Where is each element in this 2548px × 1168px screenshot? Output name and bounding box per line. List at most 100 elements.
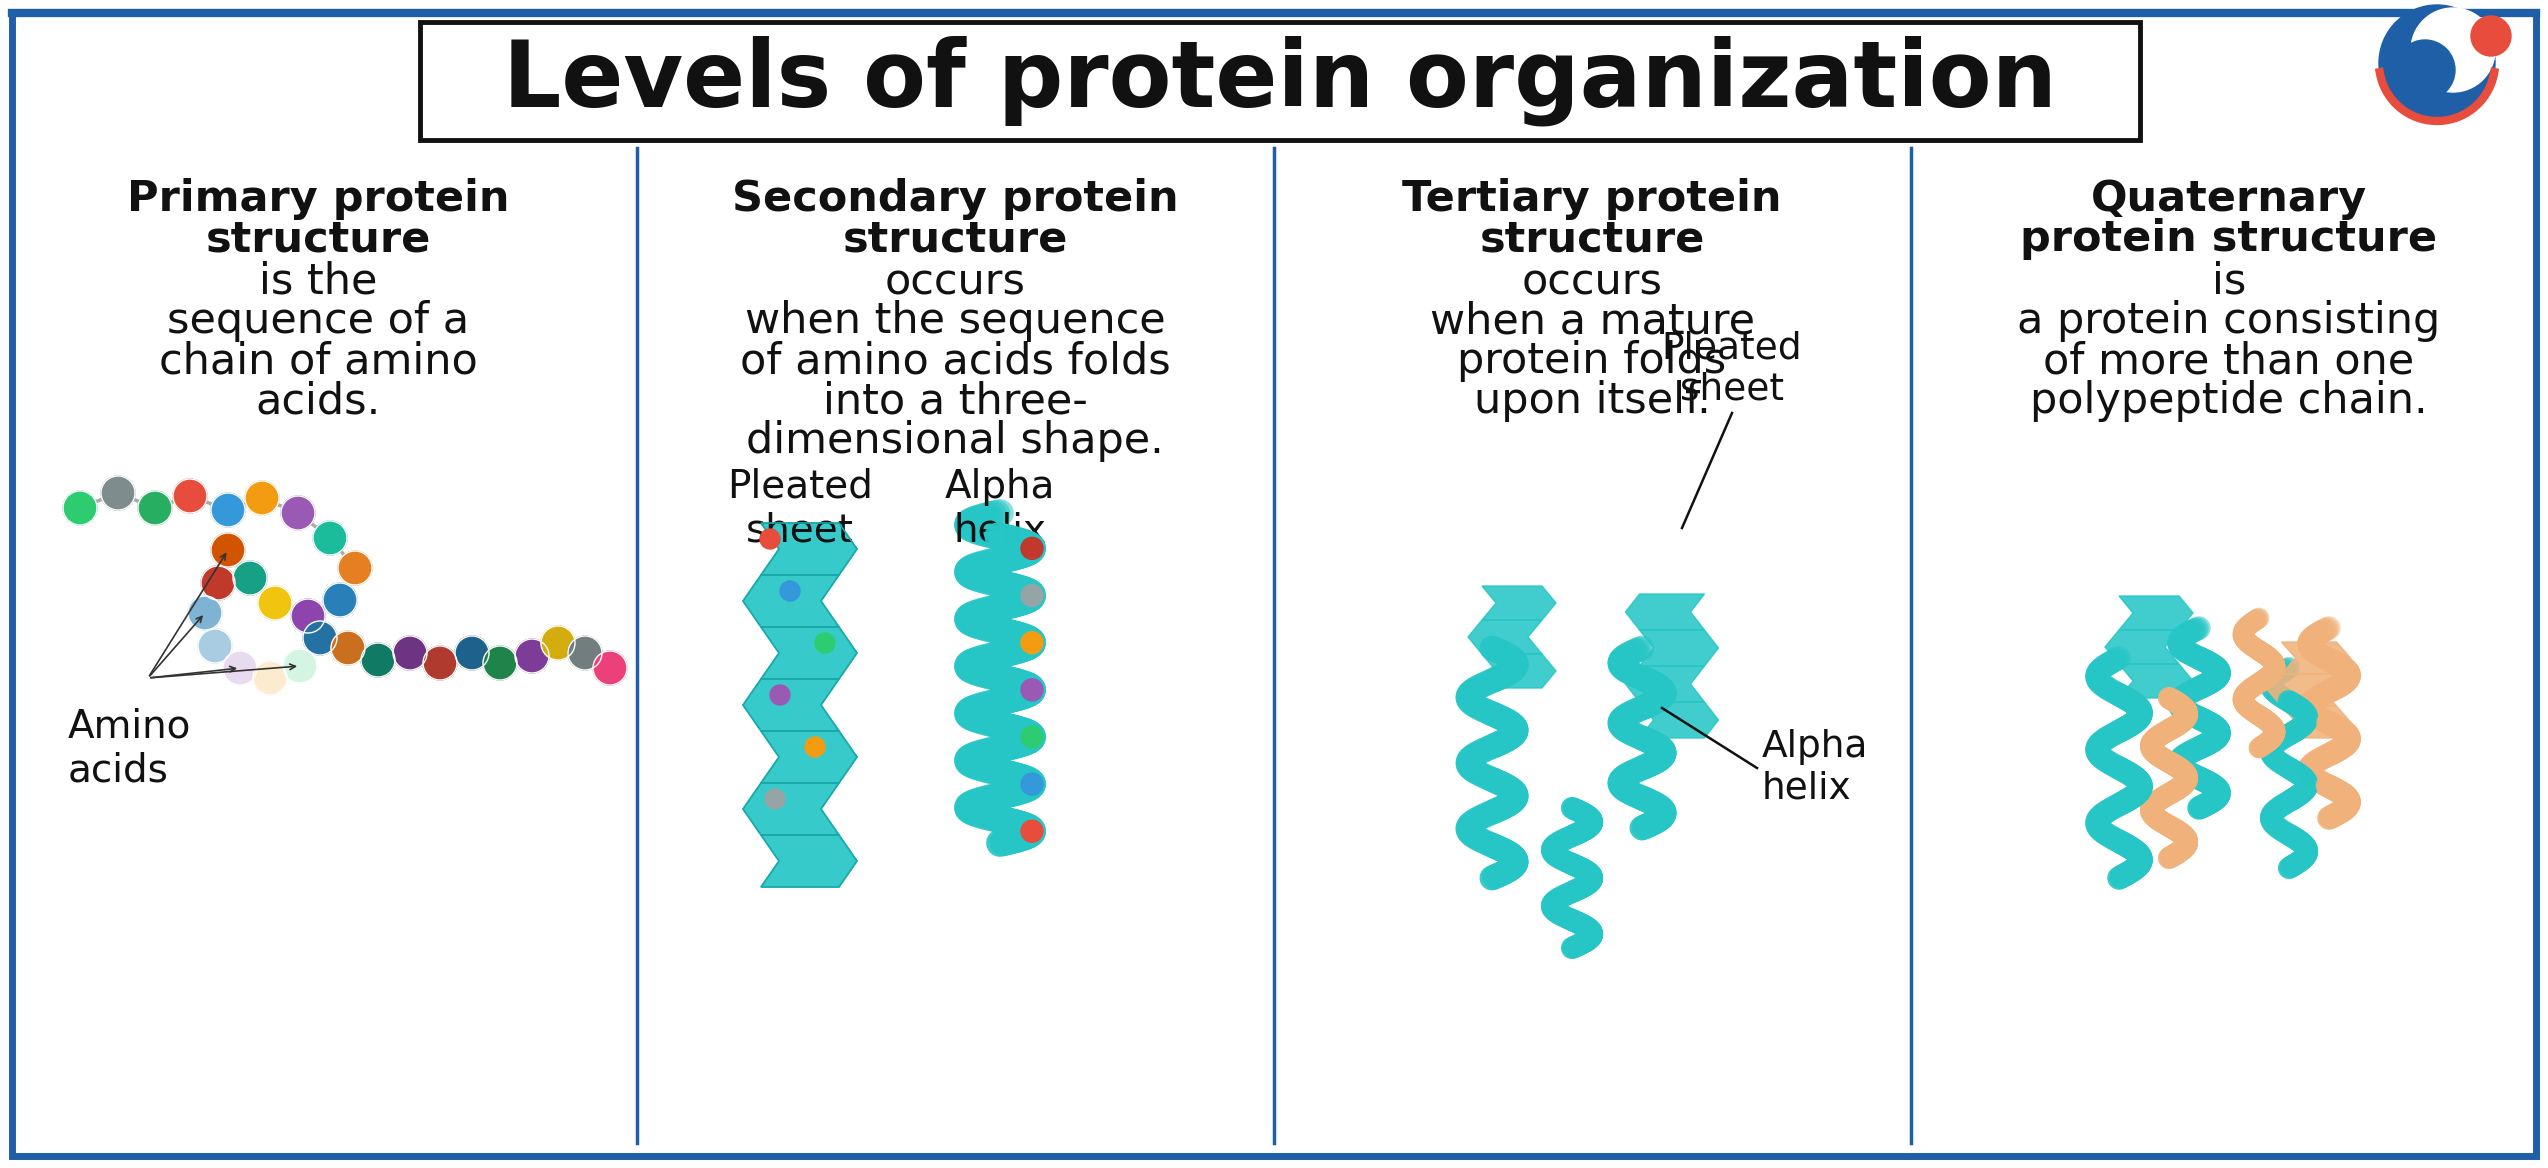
Circle shape [245, 481, 278, 515]
Text: a protein consisting: a protein consisting [2018, 300, 2441, 342]
Polygon shape [762, 627, 856, 679]
Polygon shape [2120, 596, 2194, 630]
Circle shape [764, 790, 785, 809]
Polygon shape [2120, 663, 2194, 698]
Text: acids.: acids. [255, 380, 380, 422]
Text: of amino acids folds: of amino acids folds [739, 340, 1170, 382]
Circle shape [189, 596, 222, 630]
Circle shape [252, 661, 288, 695]
Polygon shape [1483, 586, 1557, 620]
Polygon shape [762, 523, 856, 575]
Text: Primary protein: Primary protein [127, 178, 510, 220]
Circle shape [303, 621, 336, 655]
Circle shape [1022, 820, 1042, 842]
Circle shape [324, 583, 357, 617]
Circle shape [568, 637, 601, 670]
Circle shape [2410, 8, 2494, 92]
Circle shape [1022, 679, 1042, 701]
Circle shape [2395, 40, 2456, 100]
Circle shape [1022, 632, 1042, 654]
Polygon shape [1638, 702, 1717, 738]
Text: into a three-: into a three- [823, 380, 1088, 422]
Text: when a mature: when a mature [1429, 300, 1756, 342]
Circle shape [456, 637, 489, 670]
Circle shape [313, 521, 347, 555]
Text: Quaternary: Quaternary [2092, 178, 2367, 220]
Polygon shape [744, 679, 838, 731]
Text: polypeptide chain.: polypeptide chain. [2031, 380, 2428, 422]
Circle shape [331, 631, 364, 665]
Polygon shape [762, 835, 856, 887]
Circle shape [392, 637, 428, 670]
Text: is: is [2212, 260, 2247, 303]
Circle shape [280, 496, 316, 530]
Text: dimensional shape.: dimensional shape. [747, 420, 1164, 463]
Text: Levels of protein organization: Levels of protein organization [502, 36, 2056, 126]
Text: is the: is the [260, 260, 377, 303]
Polygon shape [2280, 642, 2349, 674]
Circle shape [173, 479, 206, 513]
Text: when the sequence: when the sequence [744, 300, 1164, 342]
Circle shape [594, 651, 627, 684]
Circle shape [2472, 16, 2510, 56]
Polygon shape [2105, 630, 2179, 663]
Circle shape [362, 644, 395, 677]
Circle shape [201, 566, 234, 600]
Polygon shape [2268, 674, 2337, 705]
Circle shape [64, 491, 97, 524]
Text: chain of amino: chain of amino [158, 340, 476, 382]
Text: occurs: occurs [1521, 260, 1661, 303]
FancyBboxPatch shape [420, 22, 2140, 140]
Text: Pleated
sheet: Pleated sheet [1661, 331, 1801, 408]
Circle shape [283, 649, 316, 683]
Polygon shape [1626, 595, 1705, 630]
Text: Alpha
helix: Alpha helix [945, 468, 1055, 550]
Polygon shape [1638, 630, 1717, 666]
Circle shape [232, 561, 268, 595]
Polygon shape [744, 783, 838, 835]
Polygon shape [1468, 620, 1542, 654]
Text: Alpha
helix: Alpha helix [1763, 729, 1868, 807]
Circle shape [339, 551, 372, 585]
Circle shape [102, 477, 135, 510]
Text: upon itself.: upon itself. [1473, 380, 1710, 422]
Circle shape [759, 529, 780, 549]
Circle shape [211, 493, 245, 527]
Circle shape [780, 580, 800, 602]
Text: structure: structure [1480, 218, 1705, 260]
Circle shape [1022, 537, 1042, 559]
Polygon shape [762, 731, 856, 783]
Circle shape [1022, 773, 1042, 795]
Circle shape [805, 737, 826, 757]
Circle shape [815, 633, 836, 653]
Text: structure: structure [206, 218, 431, 260]
Circle shape [1022, 584, 1042, 606]
Circle shape [257, 586, 293, 620]
Circle shape [423, 646, 456, 680]
Text: of more than one: of more than one [2043, 340, 2416, 382]
Circle shape [515, 639, 548, 673]
Circle shape [290, 599, 326, 633]
Polygon shape [2280, 705, 2349, 738]
Circle shape [211, 533, 245, 566]
Text: protein folds: protein folds [1457, 340, 1728, 382]
Circle shape [540, 626, 576, 660]
Circle shape [484, 646, 517, 680]
Text: sequence of a: sequence of a [168, 300, 469, 342]
Polygon shape [1483, 654, 1557, 688]
Polygon shape [1626, 666, 1705, 702]
Text: structure: structure [843, 218, 1068, 260]
Text: Tertiary protein: Tertiary protein [1401, 178, 1781, 220]
Circle shape [2380, 5, 2494, 121]
Text: protein structure: protein structure [2021, 218, 2438, 260]
Text: Secondary protein: Secondary protein [731, 178, 1177, 220]
Circle shape [224, 651, 257, 684]
FancyBboxPatch shape [13, 12, 2535, 1156]
Circle shape [1022, 726, 1042, 748]
Polygon shape [744, 575, 838, 627]
Circle shape [138, 491, 173, 524]
Text: Pleated
sheet: Pleated sheet [726, 468, 874, 550]
Circle shape [769, 684, 790, 705]
Circle shape [199, 630, 232, 663]
Text: occurs: occurs [884, 260, 1024, 303]
